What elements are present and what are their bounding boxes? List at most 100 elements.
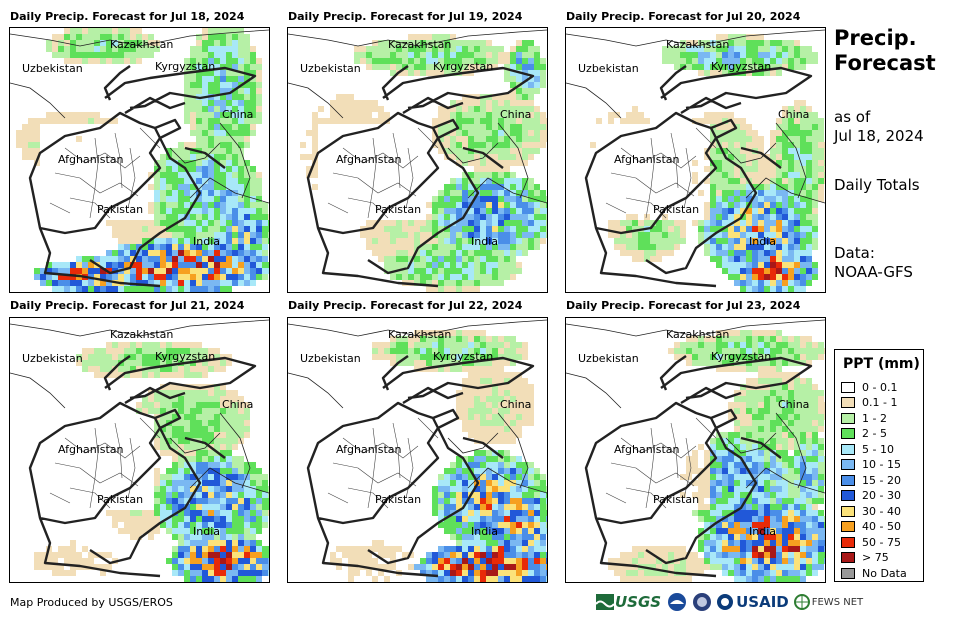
legend-label: 15 - 20 [862, 473, 901, 487]
precip-grid [330, 330, 547, 582]
legend-item: 0 - 0.1 [841, 380, 897, 394]
country-boundaries [28, 355, 257, 578]
label-kyrgyzstan: Kyrgyzstan [433, 350, 494, 363]
label-uzbekistan: Uzbekistan [578, 352, 639, 365]
label-china: China [500, 108, 532, 121]
legend-item: 50 - 75 [841, 535, 901, 549]
legend: PPT (mm) 0 - 0.1 0.1 - 1 1 - 2 2 - 5 5 - 10 1… [834, 349, 924, 582]
precip-map [10, 319, 269, 582]
label-kyrgyzstan: Kyrgyzstan [155, 350, 216, 363]
dept-seal-icon [693, 593, 712, 611]
legend-swatch [841, 505, 855, 517]
legend-item: 1 - 2 [841, 411, 887, 425]
label-india: India [749, 525, 776, 538]
legend-item: 20 - 30 [841, 489, 901, 503]
regional-boundaries [10, 319, 269, 494]
legend-label: 10 - 15 [862, 458, 901, 471]
precip-grid [16, 28, 269, 292]
label-afghanistan: Afghanistan [336, 443, 402, 456]
label-china: China [222, 398, 254, 411]
legend-item: 2 - 5 [841, 427, 887, 441]
usgs-wave-icon [596, 594, 614, 610]
label-china: China [778, 398, 810, 411]
legend-swatch [841, 567, 855, 579]
province-boundaries [327, 127, 439, 219]
label-kyrgyzstan: Kyrgyzstan [433, 60, 494, 73]
legend-swatch [841, 443, 855, 455]
noaa-logo-icon [668, 593, 687, 611]
label-kyrgyzstan: Kyrgyzstan [711, 350, 772, 363]
legend-item: No Data [841, 566, 907, 580]
precip-map [10, 28, 269, 292]
province-boundaries [605, 127, 717, 219]
label-kazakhstan: Kazakhstan [388, 328, 452, 341]
legend-label: 0.1 - 1 [862, 396, 898, 409]
legend-label: No Data [862, 566, 907, 580]
panel-title-1: Daily Precip. Forecast for Jul 18, 2024 [10, 10, 245, 23]
usaid-logo-text: USAID [736, 593, 789, 611]
credit-text: Map Produced by USGS/EROS [10, 596, 173, 609]
legend-swatch [841, 459, 855, 470]
province-boundaries [605, 417, 717, 509]
label-india: India [193, 525, 220, 538]
map-panel-3: Kazakhstan Uzbekistan Kyrgyzstan China Afgha… [565, 27, 826, 293]
label-china: China [500, 398, 532, 411]
legend-item: > 75 [841, 551, 889, 565]
panel-title-3: Daily Precip. Forecast for Jul 20, 2024 [566, 10, 801, 23]
label-pakistan: Pakistan [97, 203, 144, 216]
label-kazakhstan: Kazakhstan [110, 38, 174, 51]
label-china: China [778, 108, 810, 121]
country-boundaries [306, 355, 535, 578]
panel-title-5: Daily Precip. Forecast for Jul 22, 2024 [288, 299, 523, 312]
legend-label: 0 - 0.1 [862, 380, 898, 394]
precip-grid [300, 34, 547, 292]
label-afghanistan: Afghanistan [614, 153, 680, 166]
map-panel-1: Kazakhstan Uzbekistan Kyrgyzstan China Afgha… [9, 27, 270, 293]
province-boundaries [49, 417, 161, 509]
precip-grid [608, 330, 825, 582]
label-kyrgyzstan: Kyrgyzstan [155, 60, 216, 73]
legend-label: > 75 [862, 551, 889, 564]
country-boundaries [306, 65, 535, 288]
legend-item: 40 - 50 [841, 520, 901, 534]
precip-map [566, 319, 825, 582]
label-pakistan: Pakistan [653, 493, 700, 506]
label-kazakhstan: Kazakhstan [388, 38, 452, 51]
as-of-date: as of Jul 18, 2024 [834, 108, 924, 146]
label-china: China [222, 108, 254, 121]
label-india: India [193, 235, 220, 248]
label-afghanistan: Afghanistan [614, 443, 680, 456]
regional-boundaries [288, 319, 547, 494]
map-panel-2: Kazakhstan Uzbekistan Kyrgyzstan China Afgha… [287, 27, 548, 293]
label-afghanistan: Afghanistan [58, 153, 124, 166]
label-uzbekistan: Uzbekistan [578, 62, 639, 75]
label-kazakhstan: Kazakhstan [110, 328, 174, 341]
panel-title-6: Daily Precip. Forecast for Jul 23, 2024 [566, 299, 801, 312]
precip-map [288, 319, 547, 582]
label-pakistan: Pakistan [375, 493, 422, 506]
label-india: India [471, 525, 498, 538]
precip-grid [590, 34, 825, 292]
fewsnet-logo-text: FEWS NET [811, 596, 864, 608]
label-uzbekistan: Uzbekistan [300, 62, 361, 75]
legend-label: 20 - 30 [862, 489, 901, 502]
legend-label: 2 - 5 [862, 427, 887, 440]
regional-boundaries [10, 29, 269, 204]
legend-swatch [841, 428, 855, 439]
legend-swatch [841, 490, 855, 501]
country-boundaries [584, 65, 813, 288]
usaid-logo: USAID [716, 593, 789, 611]
as-of-value: Jul 18, 2024 [834, 127, 924, 145]
label-pakistan: Pakistan [97, 493, 144, 506]
legend-label: 50 - 75 [862, 535, 901, 549]
precip-grid [34, 342, 269, 582]
label-kazakhstan: Kazakhstan [666, 38, 730, 51]
label-afghanistan: Afghanistan [58, 443, 124, 456]
legend-label: 1 - 2 [862, 411, 887, 425]
precip-map [566, 29, 825, 292]
legend-swatch [841, 397, 855, 408]
legend-label: 5 - 10 [862, 442, 894, 456]
legend-item: 30 - 40 [841, 504, 901, 518]
map-panel-5: Kazakhstan Uzbekistan Kyrgyzstan China Afgha… [287, 317, 548, 583]
legend-swatch [841, 412, 855, 424]
